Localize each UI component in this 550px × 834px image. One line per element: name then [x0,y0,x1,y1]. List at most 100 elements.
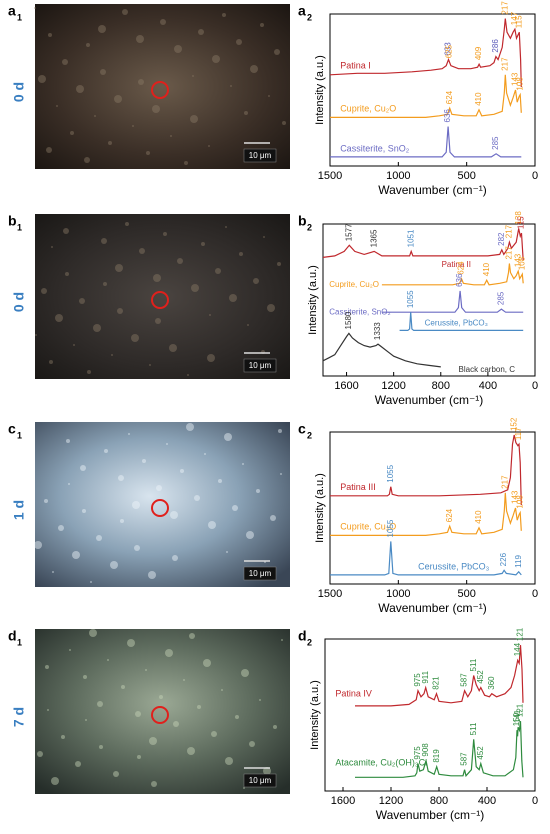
texture-speck [82,509,86,513]
texture-speck [149,364,151,366]
peak-label: 143 [511,72,520,86]
texture-speck [63,228,69,234]
x-tick-label: 1200 [379,795,403,807]
texture-speck [37,751,43,757]
peak-label: 108 [517,256,526,270]
texture-speck [224,433,232,441]
spectrum-line [381,263,524,286]
texture-speck [156,485,162,491]
x-axis-label: Wavenumber (cm⁻¹) [375,393,484,407]
peak-label: 636 [443,109,452,123]
peak-label: 410 [474,510,483,524]
texture-speck [239,252,243,256]
peak-label: 1055 [386,519,395,537]
x-tick-label: 800 [430,795,448,807]
peak-label: 121 [516,627,525,641]
texture-speck [221,689,223,691]
panel-label-sub: 1 [17,222,22,232]
texture-speck [282,121,286,125]
panel-label: a [8,3,16,19]
texture-speck [250,65,258,73]
texture-speck [97,701,103,707]
day-label: 1 d [11,500,27,520]
panel-label-sub: 1 [17,637,22,647]
texture-speck [98,25,106,33]
texture-speck [41,288,47,294]
peak-label: 1055 [386,464,395,482]
texture-speck [68,483,70,485]
texture-speck [208,145,210,147]
x-tick-label: 1200 [381,380,405,392]
peak-label: 285 [491,136,500,150]
texture-speck [76,85,84,93]
texture-speck [128,433,130,435]
texture-speck [48,33,52,37]
texture-speck [232,505,238,511]
peak-label: 217 [500,475,509,489]
texture-speck [55,314,63,322]
spectrum-line [330,126,522,158]
x-tick-label: 1500 [318,588,342,600]
micrograph [35,629,290,794]
peak-label: 636 [455,273,464,287]
series-name: Patina II [442,260,471,269]
series-name: Black carbon, C [459,365,516,374]
panel-label-sub: 2 [307,222,312,232]
texture-speck [46,147,52,153]
texture-speck [145,669,147,671]
y-axis-label: Intensity (a.u.) [314,473,326,543]
plot-frame [329,431,536,585]
x-tick-label: 1000 [386,170,410,182]
peak-label: 147 [510,11,519,25]
peak-label: 624 [445,90,454,104]
peak-label: 119 [514,555,523,568]
texture-speck [268,95,270,97]
texture-speck [225,757,233,765]
peak-label: 217 [500,1,509,15]
series-name: Cerussite, PbCO₃ [425,319,488,328]
spectrum-line [322,332,441,368]
texture-speck [139,248,145,254]
scale-label: 10 μm [249,776,272,785]
scale-box [243,358,277,373]
peak-label: 410 [474,92,483,106]
texture-speck [191,284,199,292]
day-label: 7 d [11,707,27,727]
texture-speck [96,535,102,541]
texture-speck [190,115,198,123]
texture-speck [225,226,227,228]
texture-speck [86,43,90,47]
peak-label: 975 [413,746,422,760]
texture-speck [121,685,125,689]
panel-label: d [298,628,307,644]
texture-speck [34,7,36,9]
texture-speck [207,354,215,362]
peak-label: 121 [516,703,525,717]
spectrum-line [399,312,524,331]
series-name: Patina I [340,61,371,71]
texture-speck [259,699,261,701]
texture-speck [84,157,90,163]
texture-speck [115,264,123,272]
texture-speck [99,745,103,749]
texture-speck [184,161,188,165]
spectrum-line [330,492,522,536]
peak-label: 115 [517,216,526,229]
texture-speck [170,135,172,137]
texture-speck [280,473,282,475]
texture-speck [142,459,146,463]
texture-speck [101,238,107,244]
texture-speck [131,334,139,342]
texture-speck [132,125,134,127]
peak-label: 624 [445,508,454,522]
series-name: Patina III [340,482,376,492]
peak-label: 217 [505,246,514,260]
x-tick-label: 0 [532,170,538,182]
peak-label: 587 [460,752,469,766]
x-axis-label: Wavenumber (cm⁻¹) [378,601,487,615]
plot-frame [322,223,536,377]
texture-speck [263,767,271,775]
texture-speck [73,344,75,346]
texture-speck [62,59,68,65]
texture-speck [215,268,221,274]
